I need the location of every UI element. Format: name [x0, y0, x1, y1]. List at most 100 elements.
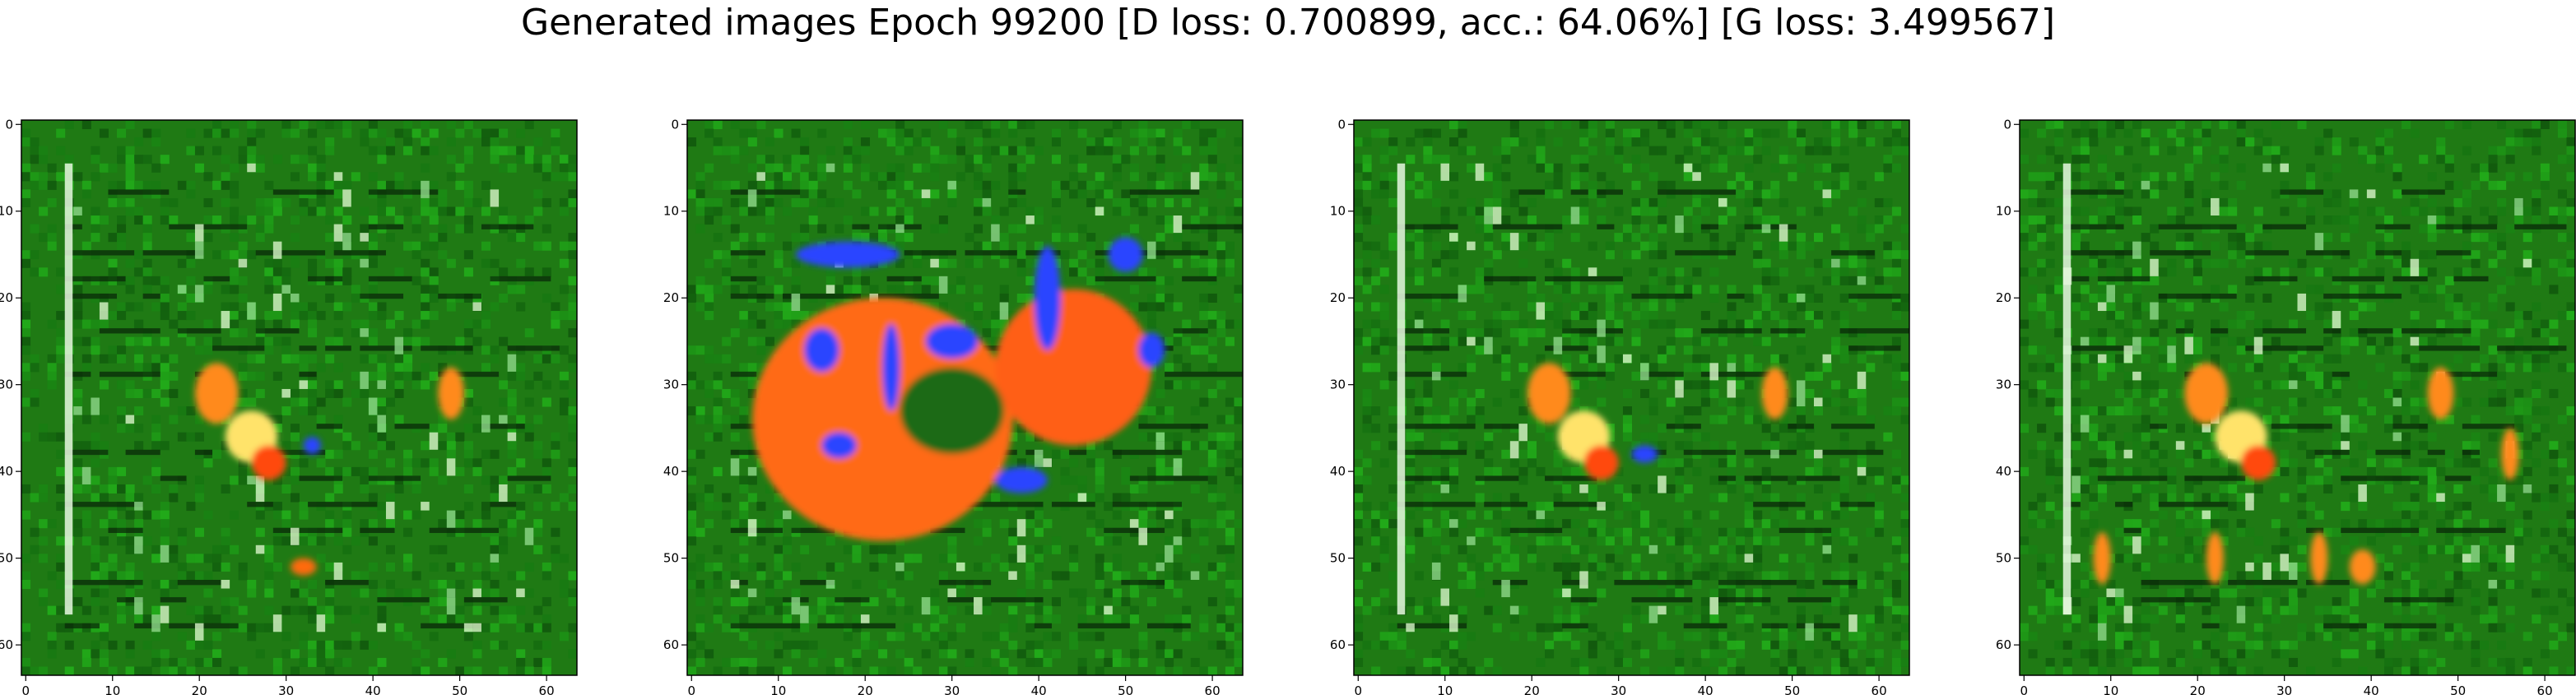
- noise-pixel: [1362, 519, 1372, 529]
- noise-pixel: [1744, 163, 1754, 173]
- noise-pixel: [756, 206, 766, 216]
- noise-pixel: [1165, 197, 1174, 207]
- noise-pixel: [1839, 311, 1849, 321]
- noise-pixel: [886, 588, 896, 598]
- noise-pixel: [1900, 415, 1909, 424]
- noise-pixel: [825, 146, 835, 155]
- noise-pixel: [455, 163, 465, 173]
- noise-pixel: [507, 466, 517, 476]
- noise-pixel: [212, 180, 222, 190]
- noise-pixel: [342, 128, 352, 138]
- noise-pixel: [1718, 562, 1728, 572]
- noise-pixel: [1570, 614, 1580, 624]
- noise-pixel: [160, 519, 170, 529]
- noise-pixel: [774, 163, 783, 173]
- noise-pixel: [264, 180, 274, 190]
- noise-pixel: [1744, 137, 1754, 147]
- noise-pixel: [2540, 120, 2550, 130]
- noise-pixel: [869, 666, 879, 675]
- noise-pixel: [1518, 475, 1528, 485]
- noise-pixel: [817, 605, 827, 615]
- speckle: [1414, 319, 1424, 329]
- noise-pixel: [1640, 614, 1650, 624]
- noise-pixel: [800, 311, 810, 321]
- noise-pixel: [1043, 632, 1053, 642]
- noise-pixel: [516, 458, 526, 468]
- noise-pixel: [47, 354, 57, 364]
- noise-pixel: [1234, 293, 1243, 303]
- noise-pixel: [1900, 397, 1909, 407]
- color-blob: [900, 367, 1004, 455]
- noise-pixel: [1354, 180, 1364, 190]
- noise-pixel: [687, 406, 697, 416]
- noise-pixel: [991, 215, 1001, 225]
- noise-pixel: [1121, 657, 1131, 667]
- noise-pixel: [1744, 293, 1754, 303]
- noise-pixel: [1112, 597, 1122, 607]
- noise-pixel: [1086, 180, 1096, 190]
- noise-pixel: [385, 562, 396, 572]
- noise-pixel: [1736, 475, 1746, 485]
- noise-pixel: [1449, 137, 1459, 147]
- noise-pixel: [1640, 666, 1650, 675]
- speckle: [1440, 163, 1450, 181]
- noise-pixel: [1588, 406, 1597, 416]
- noise-pixel: [1866, 233, 1876, 243]
- noise-pixel: [704, 293, 714, 303]
- noise-pixel: [1744, 502, 1754, 512]
- noise-pixel: [247, 120, 257, 130]
- noise-pixel: [177, 527, 187, 537]
- noise-pixel: [895, 180, 905, 190]
- noise-pixel: [1173, 302, 1183, 312]
- noise-pixel: [412, 371, 421, 381]
- noise-pixel: [1614, 657, 1624, 667]
- noise-pixel: [264, 562, 274, 572]
- noise-pixel: [281, 536, 291, 546]
- noise-pixel: [774, 554, 783, 563]
- noise-pixel: [1484, 293, 1494, 303]
- noise-pixel: [230, 189, 239, 199]
- noise-pixel: [1379, 328, 1389, 338]
- noise-pixel: [843, 155, 853, 164]
- noise-pixel: [272, 415, 282, 424]
- noise-pixel: [1813, 311, 1824, 321]
- noise-pixel: [1025, 432, 1035, 442]
- noise-pixel: [1165, 302, 1174, 312]
- noise-pixel: [108, 640, 118, 650]
- noise-pixel: [1354, 206, 1364, 216]
- noise-pixel: [151, 632, 161, 642]
- noise-pixel: [1095, 258, 1104, 268]
- speckle: [1155, 441, 1165, 450]
- streak: [255, 250, 326, 256]
- noise-pixel: [429, 241, 439, 251]
- noise-pixel: [56, 449, 66, 459]
- noise-pixel: [56, 432, 66, 442]
- noise-pixel: [1086, 197, 1096, 207]
- noise-pixel: [1813, 466, 1824, 476]
- noise-pixel: [1008, 224, 1018, 234]
- noise-pixel: [264, 554, 274, 563]
- noise-pixel: [472, 336, 482, 346]
- noise-pixel: [1129, 484, 1139, 494]
- noise-pixel: [1857, 180, 1867, 190]
- noise-pixel: [825, 614, 835, 624]
- noise-pixel: [774, 571, 783, 581]
- noise-pixel: [999, 623, 1009, 632]
- noise-pixel: [1857, 354, 1867, 364]
- noise-pixel: [1675, 328, 1685, 338]
- noise-pixel: [264, 588, 274, 598]
- noise-pixel: [1675, 415, 1685, 424]
- noise-pixel: [299, 155, 309, 164]
- noise-pixel: [1199, 172, 1209, 182]
- noise-pixel: [2253, 128, 2263, 138]
- noise-pixel: [1658, 519, 1667, 529]
- noise-pixel: [73, 597, 83, 607]
- noise-pixel: [1406, 597, 1416, 607]
- noise-pixel: [783, 302, 793, 312]
- noise-pixel: [947, 155, 957, 164]
- noise-pixel: [169, 579, 179, 590]
- noise-pixel: [377, 302, 387, 312]
- noise-pixel: [1475, 588, 1485, 598]
- noise-pixel: [1025, 120, 1035, 130]
- noise-pixel: [1371, 406, 1381, 416]
